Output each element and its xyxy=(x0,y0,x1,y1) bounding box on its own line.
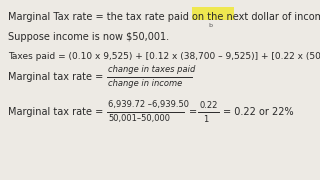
Text: Marginal tax rate =: Marginal tax rate = xyxy=(8,72,106,82)
FancyBboxPatch shape xyxy=(192,7,234,20)
Text: change in income: change in income xyxy=(108,80,182,89)
Text: change in taxes paid: change in taxes paid xyxy=(108,66,196,75)
Text: = 0.22 or 22%: = 0.22 or 22% xyxy=(223,107,294,117)
Text: 6,939.72 –6,939.50: 6,939.72 –6,939.50 xyxy=(108,100,189,109)
Text: 0.22: 0.22 xyxy=(199,100,217,109)
Text: Marginal tax rate =: Marginal tax rate = xyxy=(8,107,106,117)
Text: =: = xyxy=(189,107,197,117)
Text: 1: 1 xyxy=(203,114,208,123)
Text: Suppose income is now $50,001.: Suppose income is now $50,001. xyxy=(8,32,169,42)
Text: 50,001–50,000: 50,001–50,000 xyxy=(108,114,170,123)
Text: b: b xyxy=(208,23,212,28)
Text: Taxes paid = (0.10 x 9,525) + [0.12 x (38,700 – 9,525)] + [0.22 x (50,001 – 3870: Taxes paid = (0.10 x 9,525) + [0.12 x (3… xyxy=(8,52,320,61)
Text: Marginal Tax rate = the tax rate paid on the next dollar of income.: Marginal Tax rate = the tax rate paid on… xyxy=(8,12,320,22)
